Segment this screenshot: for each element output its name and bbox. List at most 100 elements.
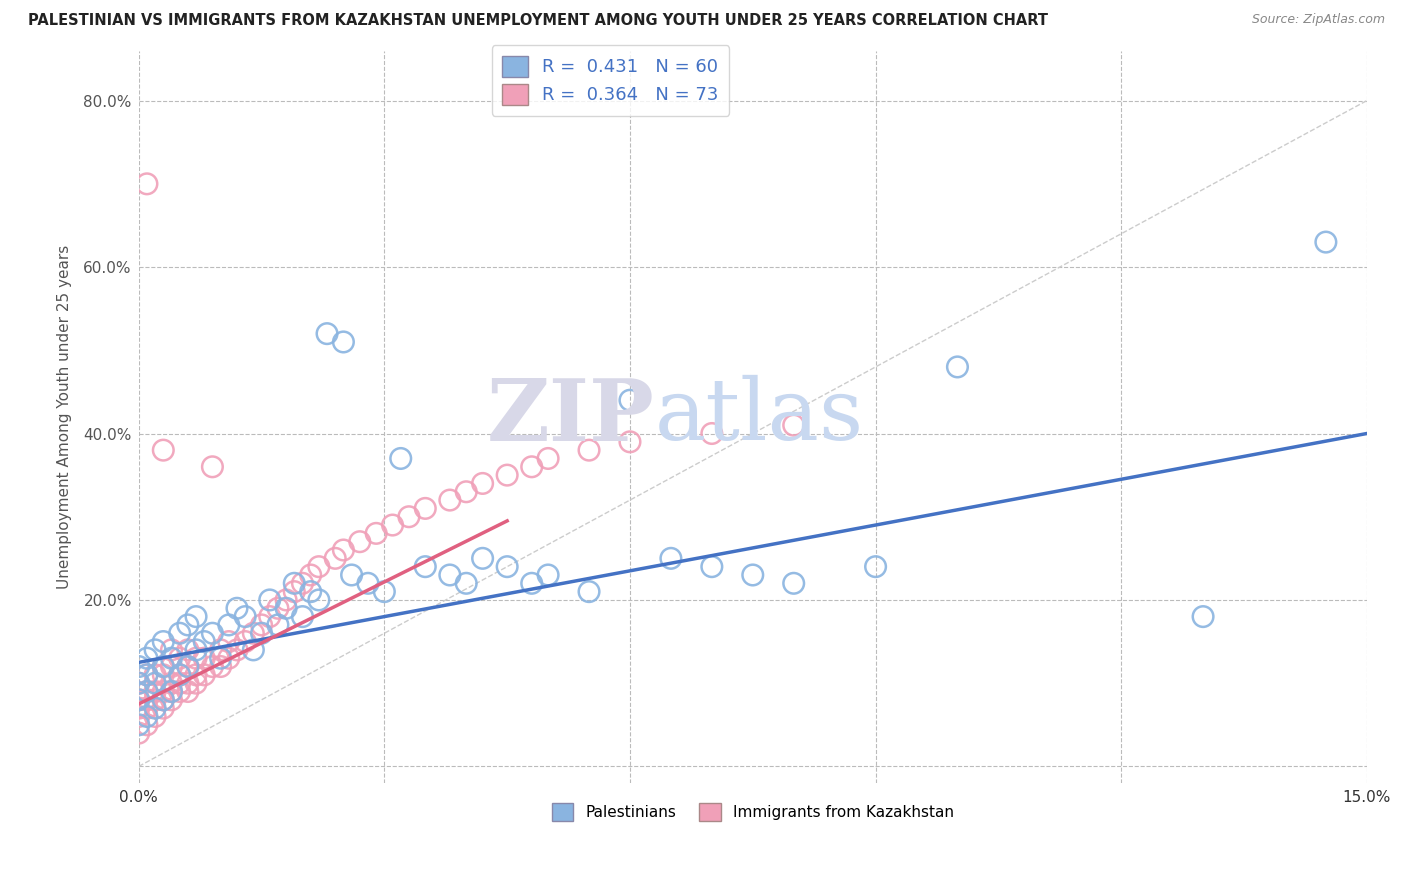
Point	[135, 718, 157, 732]
Point	[741, 568, 763, 582]
Point	[152, 659, 174, 673]
Point	[233, 609, 256, 624]
Text: Source: ZipAtlas.com: Source: ZipAtlas.com	[1251, 13, 1385, 27]
Point	[177, 643, 200, 657]
Point	[259, 593, 281, 607]
Point	[389, 451, 412, 466]
Point	[169, 676, 191, 690]
Point	[177, 676, 200, 690]
Point	[177, 659, 200, 673]
Point	[299, 584, 322, 599]
Text: atlas: atlas	[655, 376, 863, 458]
Point	[143, 709, 166, 723]
Point	[184, 676, 207, 690]
Point	[160, 651, 183, 665]
Point	[349, 534, 371, 549]
Point	[357, 576, 380, 591]
Point	[537, 568, 560, 582]
Point	[160, 693, 183, 707]
Point	[184, 609, 207, 624]
Point	[233, 634, 256, 648]
Point	[143, 684, 166, 698]
Point	[381, 518, 404, 533]
Point	[152, 693, 174, 707]
Point	[619, 434, 641, 449]
Point	[1315, 235, 1337, 249]
Point	[169, 684, 191, 698]
Point	[218, 651, 240, 665]
Point	[209, 643, 232, 657]
Point	[128, 693, 150, 707]
Point	[128, 726, 150, 740]
Point	[201, 626, 224, 640]
Point	[177, 618, 200, 632]
Point	[291, 576, 314, 591]
Point	[456, 484, 478, 499]
Point	[308, 593, 330, 607]
Point	[267, 601, 290, 615]
Y-axis label: Unemployment Among Youth under 25 years: Unemployment Among Youth under 25 years	[58, 244, 72, 589]
Point	[274, 601, 297, 615]
Point	[152, 668, 174, 682]
Point	[169, 651, 191, 665]
Point	[152, 659, 174, 673]
Point	[128, 718, 150, 732]
Point	[160, 659, 183, 673]
Point	[135, 684, 157, 698]
Point	[160, 684, 183, 698]
Point	[143, 668, 166, 682]
Point	[659, 551, 682, 566]
Point	[177, 684, 200, 698]
Point	[169, 668, 191, 682]
Point	[143, 676, 166, 690]
Point	[267, 618, 290, 632]
Text: PALESTINIAN VS IMMIGRANTS FROM KAZAKHSTAN UNEMPLOYMENT AMONG YOUTH UNDER 25 YEAR: PALESTINIAN VS IMMIGRANTS FROM KAZAKHSTA…	[28, 13, 1047, 29]
Point	[135, 668, 157, 682]
Point	[946, 359, 969, 374]
Point	[413, 501, 436, 516]
Legend: Palestinians, Immigrants from Kazakhstan: Palestinians, Immigrants from Kazakhstan	[546, 797, 960, 827]
Point	[332, 543, 354, 558]
Point	[456, 576, 478, 591]
Point	[169, 668, 191, 682]
Point	[700, 426, 723, 441]
Point	[128, 701, 150, 715]
Point	[413, 559, 436, 574]
Point	[323, 551, 346, 566]
Point	[135, 651, 157, 665]
Point	[160, 676, 183, 690]
Point	[578, 584, 600, 599]
Point	[152, 684, 174, 698]
Point	[226, 601, 249, 615]
Point	[135, 668, 157, 682]
Point	[283, 584, 305, 599]
Point	[193, 668, 215, 682]
Point	[201, 659, 224, 673]
Point	[135, 709, 157, 723]
Point	[152, 634, 174, 648]
Point	[308, 559, 330, 574]
Point	[259, 609, 281, 624]
Point	[184, 651, 207, 665]
Point	[496, 559, 519, 574]
Point	[373, 584, 395, 599]
Point	[152, 693, 174, 707]
Point	[299, 568, 322, 582]
Point	[439, 568, 461, 582]
Point	[398, 509, 420, 524]
Point	[578, 443, 600, 458]
Point	[152, 443, 174, 458]
Point	[201, 459, 224, 474]
Point	[700, 559, 723, 574]
Point	[496, 468, 519, 483]
Point	[152, 701, 174, 715]
Point	[184, 668, 207, 682]
Point	[250, 618, 273, 632]
Point	[218, 634, 240, 648]
Point	[177, 659, 200, 673]
Point	[135, 684, 157, 698]
Point	[439, 493, 461, 508]
Point	[128, 676, 150, 690]
Point	[143, 643, 166, 657]
Point	[316, 326, 339, 341]
